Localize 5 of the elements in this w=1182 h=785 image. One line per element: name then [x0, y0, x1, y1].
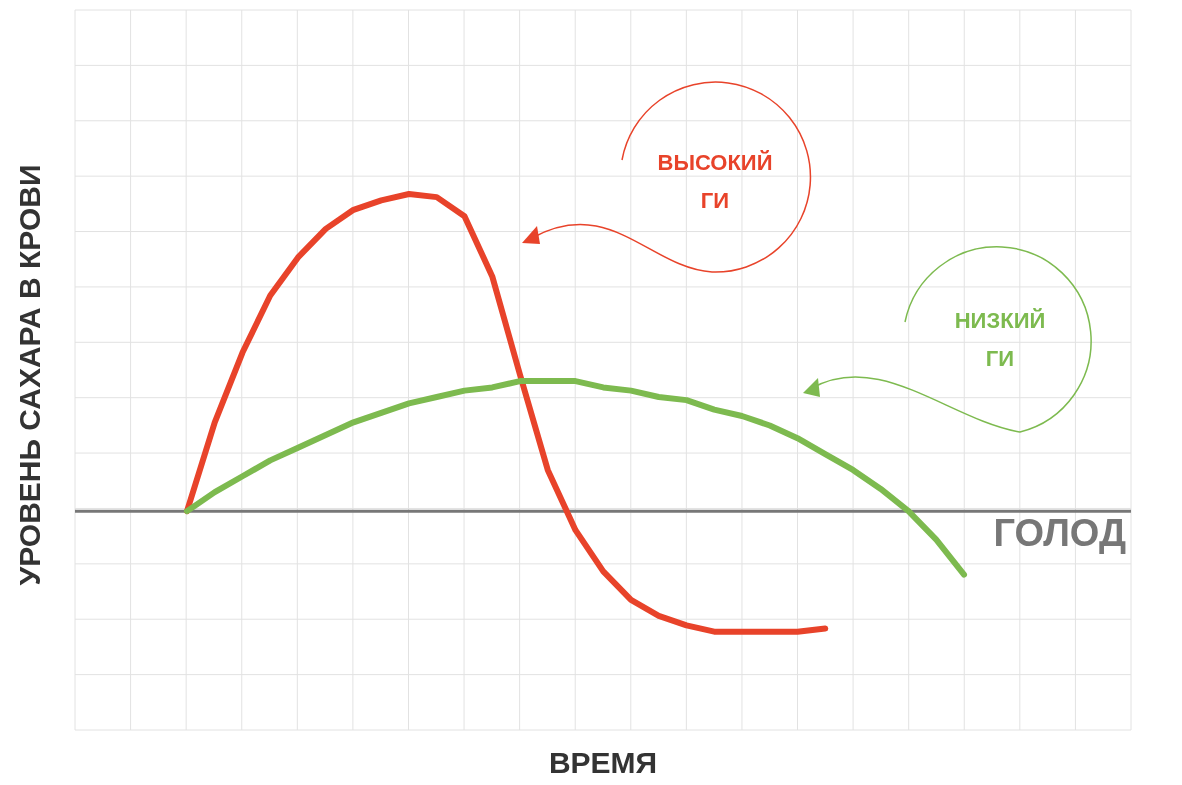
text: НИЗКИЙ ГИ: [953, 307, 1047, 373]
x-axis-title: ВРЕМЯ: [547, 746, 659, 780]
y-axis-title: УРОВЕНЬ САХАРА В КРОВИ: [13, 163, 47, 588]
text: ВЫСОКИЙ ГИ: [656, 149, 774, 215]
ref-line-label: ГОЛОД: [993, 512, 1126, 555]
